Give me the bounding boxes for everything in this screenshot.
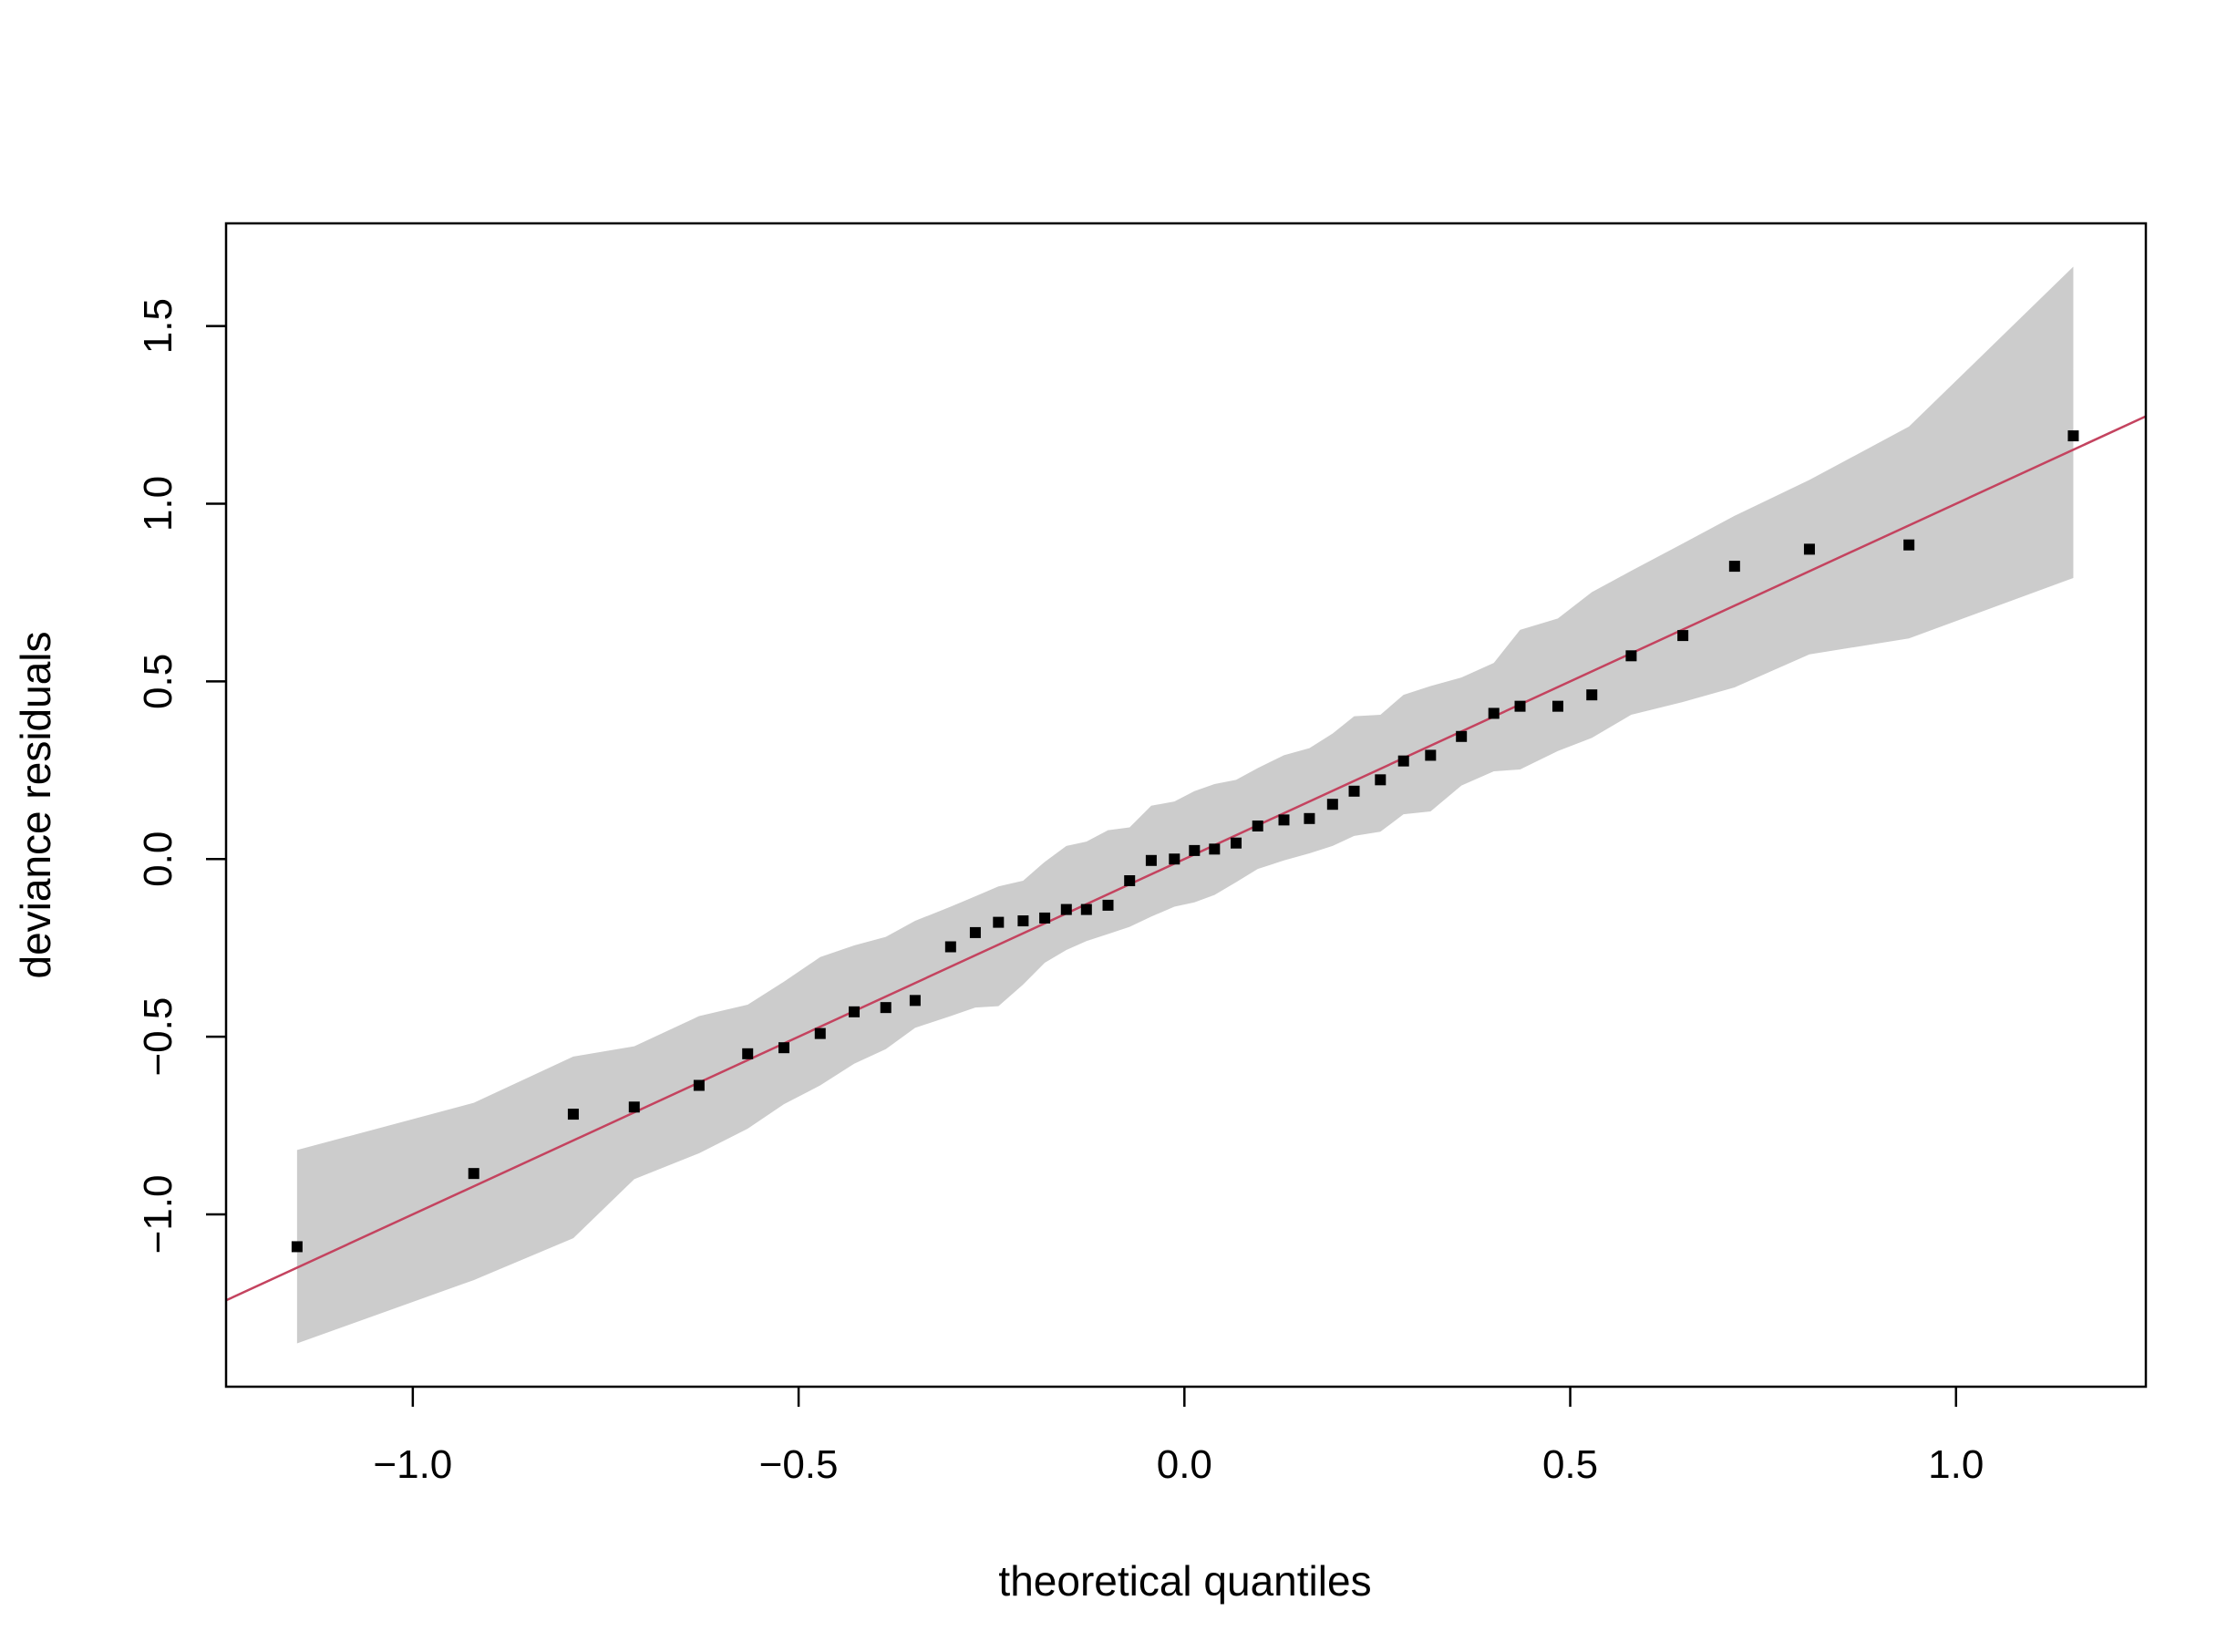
data-point: [1060, 903, 1072, 915]
data-point: [1728, 561, 1740, 573]
data-point: [1348, 785, 1360, 797]
y-axis-title: deviance residuals: [12, 631, 59, 978]
data-point: [291, 1241, 303, 1253]
x-tick-label: −1.0: [373, 1442, 452, 1487]
y-axis: −1.0 −0.5 0.0 0.5 1.0 1.5: [136, 298, 226, 1254]
data-point: [628, 1101, 640, 1113]
y-tick-label: 1.5: [136, 298, 180, 354]
data-point: [1169, 853, 1180, 865]
points-layer: [291, 430, 2079, 1253]
data-point: [1017, 915, 1029, 927]
data-point: [778, 1042, 789, 1054]
reference-line-layer: [225, 415, 2147, 1302]
y-tick-label: 1.0: [136, 476, 180, 532]
data-point: [1304, 812, 1315, 824]
y-tick-label: −1.0: [136, 1175, 180, 1254]
data-point: [1456, 730, 1468, 742]
data-point: [1252, 820, 1263, 831]
y-tick-label: 0.0: [136, 831, 180, 887]
data-point: [1326, 799, 1338, 811]
x-axis: −1.0 −0.5 0.0 0.5 1.0: [373, 1387, 1984, 1487]
confidence-band: [296, 266, 2074, 1344]
y-tick-label: −0.5: [136, 997, 180, 1077]
data-point: [1488, 707, 1500, 719]
data-point: [909, 995, 921, 1007]
y-tick-label: 0.5: [136, 654, 180, 709]
data-point: [1039, 912, 1051, 924]
data-point: [1425, 749, 1437, 761]
x-axis-title: theoretical quantiles: [998, 1557, 1371, 1605]
data-point: [1080, 903, 1092, 915]
data-point: [944, 941, 956, 953]
x-tick-label: 1.0: [1928, 1442, 1984, 1487]
data-point: [2067, 430, 2079, 442]
x-tick-label: 0.0: [1157, 1442, 1212, 1487]
data-point: [1102, 899, 1114, 911]
data-point: [468, 1168, 479, 1180]
data-point: [1124, 875, 1136, 887]
data-point: [1625, 650, 1637, 662]
data-point: [1551, 700, 1563, 712]
plot-frame: [224, 222, 2148, 1389]
reference-line: [225, 415, 2147, 1302]
data-point: [1209, 843, 1221, 855]
data-point: [849, 1006, 861, 1017]
data-point: [1803, 543, 1815, 555]
data-point: [969, 926, 981, 938]
data-point: [993, 916, 1005, 928]
data-point: [693, 1079, 705, 1091]
data-point: [1189, 844, 1201, 856]
data-point: [814, 1027, 826, 1039]
x-tick-label: −0.5: [759, 1442, 839, 1487]
data-point: [1586, 689, 1598, 701]
data-point: [1145, 854, 1157, 866]
data-point: [880, 1002, 892, 1014]
x-tick-label: 0.5: [1542, 1442, 1598, 1487]
data-point: [1514, 700, 1526, 712]
data-point: [1677, 630, 1689, 642]
data-point: [1903, 539, 1915, 551]
data-point: [1375, 774, 1387, 786]
data-point: [1397, 755, 1409, 767]
data-point: [742, 1048, 754, 1059]
data-point: [1231, 837, 1242, 849]
data-point: [567, 1109, 579, 1120]
data-point: [1278, 814, 1290, 826]
confidence-band-layer: [296, 266, 2074, 1344]
